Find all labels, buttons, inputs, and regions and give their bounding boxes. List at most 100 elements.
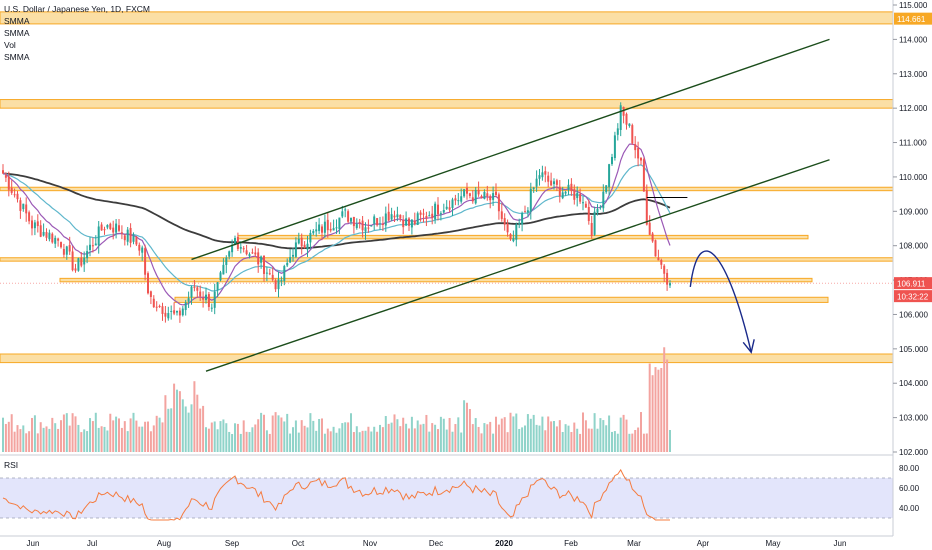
volume-bar [381,427,384,452]
volume-bar [622,414,625,452]
volume-bar [387,423,390,452]
countdown-badge: 10:32:22 [897,293,929,302]
volume-bar [355,426,358,452]
volume-bar [608,415,611,452]
volume-bar [42,427,45,452]
candle-body [193,286,196,288]
study-smma-1[interactable]: SMMA [4,16,30,26]
volume-bar [396,419,399,452]
candle-body [468,193,471,197]
volume-bar [590,428,593,452]
candle-body [77,258,80,271]
candle-body [660,259,663,265]
candle-body [210,307,213,309]
volume-bar [210,422,213,452]
price-zone [0,353,894,364]
volume-bar [553,421,555,452]
rsi-label: RSI [4,460,18,470]
candle-body [39,225,42,237]
volume-bar [483,423,486,452]
candle-body [120,232,123,234]
volume-bar [434,424,437,452]
candle-body [225,257,228,265]
study-smma-2[interactable]: SMMA [4,28,30,38]
volume-bar [471,424,474,452]
volume-bar [225,423,228,452]
volume-bar [515,413,518,452]
candle-body [648,222,651,235]
candle-body [132,235,135,242]
candle-body [489,196,492,201]
candle-body [666,272,669,285]
candle-body [42,231,45,236]
volume-bar [19,429,22,452]
study-volume[interactable]: Vol [4,40,16,50]
candle-body [68,245,71,252]
y-tick-label: 115.000 [899,1,928,10]
volume-bar [120,427,123,452]
volume-bar [303,425,306,452]
y-tick-label: 106.000 [899,310,928,319]
volume-bar [22,425,25,452]
candle-body [622,107,625,116]
candle-body [367,227,370,229]
volume-bar [370,431,373,452]
candle-body [332,228,335,231]
volume-bar [437,429,439,452]
candle-body [442,209,445,213]
volume-bar [109,413,112,452]
candle-body [268,273,271,275]
volume-bar [402,417,405,452]
volume-bar [466,402,468,452]
volume-bar [486,424,489,452]
volume-bar [184,406,187,452]
volume-bar [292,427,294,452]
forecast-arrow[interactable] [689,250,755,354]
study-smma-3[interactable]: SMMA [4,52,30,62]
volume-bar [321,418,323,452]
volume-bar [193,381,196,452]
volume-bar [619,417,622,452]
candle-body [347,211,350,222]
volume-bar [16,425,19,452]
candle-body [89,244,91,251]
volume-bar [25,433,28,452]
volume-bar [474,418,477,452]
candle-body [590,223,593,236]
candle-body [161,306,164,314]
candle-body [408,218,410,226]
candle-body [445,206,448,209]
x-tick-label: Aug [157,539,171,548]
volume-bar [445,429,448,452]
candle-body [547,175,550,182]
volume-bar [196,394,199,452]
candle-body [19,200,22,211]
candle-body [71,251,74,271]
symbol-title[interactable]: U.S. Dollar / Japanese Yen, 1D, FXCM [4,4,150,14]
candle-body [167,313,170,319]
y-tick-label: 109.000 [899,207,928,216]
candle-body [135,237,138,245]
volume-bar [289,433,292,452]
candle-body [16,193,19,200]
candle-body [297,238,300,244]
volume-bar [36,433,39,452]
volume-bar [202,405,205,452]
candle-body [538,175,541,179]
candle-body [448,207,451,210]
candle-body [486,193,489,197]
volume-bar [593,413,596,452]
volume-bar [550,421,553,452]
candle-body [364,227,367,232]
volume-bar [248,432,251,452]
trend-channel[interactable] [191,38,830,372]
volume-bar [422,423,425,452]
candle-body [376,218,379,226]
volume-bar [60,420,62,452]
candle-body [196,287,199,291]
volume-bar [529,418,532,452]
candle-body [384,213,387,226]
candle-body [373,216,376,224]
rsi-tick-label: 80.00 [899,464,920,473]
